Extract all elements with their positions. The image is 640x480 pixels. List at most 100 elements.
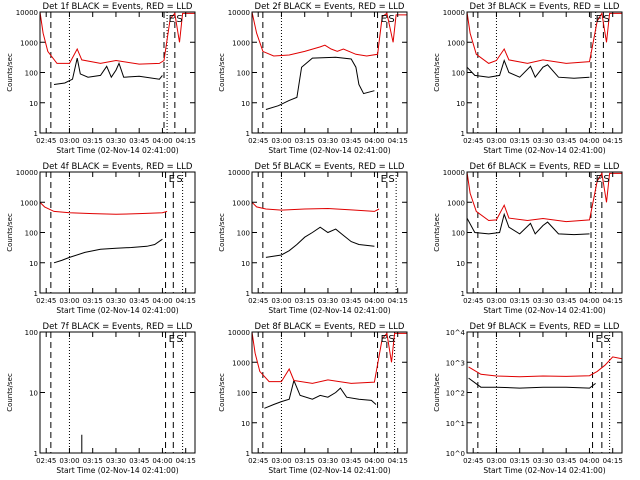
- x-tick-label: 03:45: [341, 297, 361, 305]
- axes-frame: [39, 171, 196, 294]
- marker-label-s: S: [603, 14, 609, 25]
- x-tick-label: 02:45: [248, 457, 268, 465]
- y-tick-label: 10^2: [446, 390, 465, 398]
- x-tick-label: 03:15: [83, 137, 103, 145]
- lld-series-line: [467, 12, 622, 64]
- x-tick-label: 04:15: [176, 457, 196, 465]
- x-tick-label: 02:45: [36, 297, 56, 305]
- x-tick-label: 03:30: [318, 137, 338, 145]
- marker-label-e: E: [381, 14, 387, 25]
- y-tick-label: 1: [34, 290, 38, 298]
- panel-title: Det 1f BLACK = Events, RED = LLD: [43, 2, 193, 12]
- x-tick-label: 04:00: [364, 457, 384, 465]
- x-tick-label: 04:15: [388, 137, 408, 145]
- y-tick-label: 100: [25, 230, 38, 238]
- y-axis-label: Counts/sec: [433, 213, 441, 252]
- x-tick-label: 03:15: [510, 457, 530, 465]
- y-tick-label: 100: [25, 70, 38, 78]
- y-tick-label: 100: [237, 390, 250, 398]
- marker-label-s: S: [176, 334, 182, 345]
- panel-title: Det 2f BLACK = Events, RED = LLD: [255, 2, 405, 12]
- y-tick-label: 100: [237, 70, 250, 78]
- x-tick-label: 03:45: [341, 457, 361, 465]
- panel-title: Det 6f BLACK = Events, RED = LLD: [470, 162, 620, 172]
- y-tick-label: 1000: [20, 199, 38, 207]
- x-tick-label: 03:45: [129, 457, 149, 465]
- x-tick-label: 03:30: [106, 457, 126, 465]
- plot-area: [40, 172, 184, 293]
- y-axis-label: Counts/sec: [6, 53, 14, 92]
- x-axis-label: Start Time (02-Nov-14 02:41:00): [56, 466, 178, 475]
- x-axis-label: Start Time (02-Nov-14 02:41:00): [268, 466, 390, 475]
- x-tick-label: 03:45: [556, 137, 576, 145]
- y-tick-label: 10^0: [446, 450, 465, 458]
- y-tick-label: 10^3: [446, 359, 465, 367]
- y-tick-label: 1: [461, 130, 465, 138]
- x-tick-label: 03:45: [556, 457, 576, 465]
- x-tick-label: 02:45: [36, 137, 56, 145]
- x-tick-label: 04:15: [603, 457, 623, 465]
- y-tick-label: 1: [34, 450, 38, 458]
- x-tick-label: 02:45: [248, 137, 268, 145]
- x-tick-label: 02:45: [463, 297, 483, 305]
- x-tick-label: 04:00: [152, 457, 172, 465]
- x-tick-label: 04:00: [152, 297, 172, 305]
- y-tick-label: 10: [29, 390, 38, 398]
- marker-label-s: S: [388, 174, 394, 185]
- x-tick-label: 03:15: [295, 137, 315, 145]
- panel-title: Det 5f BLACK = Events, RED = LLD: [255, 162, 405, 172]
- marker-label-e: E: [169, 14, 175, 25]
- lld-series-line: [467, 172, 622, 223]
- y-axis-label: Counts/sec: [6, 213, 14, 252]
- x-tick-label: 03:00: [59, 297, 79, 305]
- panel-title: Det 9f BLACK = Events, RED = LLD: [470, 322, 620, 332]
- plot-area: [40, 12, 195, 133]
- y-tick-label: 100: [25, 329, 38, 337]
- marker-label-s: S: [388, 334, 394, 345]
- x-tick-label: 03:00: [486, 457, 506, 465]
- axes-frame: [251, 171, 408, 294]
- y-axis-label: Counts/sec: [218, 373, 226, 412]
- y-tick-label: 10^1: [446, 420, 465, 428]
- y-tick-label: 100: [452, 70, 465, 78]
- plot-area: [468, 332, 622, 453]
- plot-area: [252, 172, 397, 293]
- y-tick-label: 10000: [443, 169, 465, 177]
- x-axis-label: Start Time (02-Nov-14 02:41:00): [56, 306, 178, 315]
- x-tick-label: 04:00: [579, 457, 599, 465]
- x-tick-label: 03:15: [510, 137, 530, 145]
- marker-label-e: E: [596, 174, 602, 185]
- x-tick-label: 03:45: [341, 137, 361, 145]
- marker-label-s: S: [176, 174, 182, 185]
- marker-label-e: E: [381, 174, 387, 185]
- x-axis-label: Start Time (02-Nov-14 02:41:00): [483, 306, 605, 315]
- x-tick-label: 03:30: [318, 457, 338, 465]
- y-tick-label: 10: [241, 420, 250, 428]
- x-tick-label: 04:15: [388, 457, 408, 465]
- y-axis-label: Counts/sec: [433, 373, 441, 412]
- x-tick-label: 03:45: [556, 297, 576, 305]
- y-tick-label: 10000: [16, 169, 38, 177]
- y-axis-label: Counts/sec: [6, 373, 14, 412]
- axes-frame: [251, 11, 408, 134]
- x-tick-label: 03:15: [510, 297, 530, 305]
- x-tick-label: 04:00: [364, 137, 384, 145]
- x-tick-label: 03:30: [106, 137, 126, 145]
- lld-series-line: [468, 356, 622, 378]
- x-axis-label: Start Time (02-Nov-14 02:41:00): [56, 146, 178, 155]
- x-tick-label: 03:45: [129, 137, 149, 145]
- y-tick-label: 1000: [447, 39, 465, 47]
- x-tick-label: 03:00: [486, 297, 506, 305]
- y-axis-label: Counts/sec: [433, 53, 441, 92]
- y-axis-label: Counts/sec: [218, 213, 226, 252]
- x-tick-label: 04:00: [579, 137, 599, 145]
- x-tick-label: 03:30: [533, 297, 553, 305]
- axes-frame: [466, 171, 623, 294]
- y-tick-label: 100: [452, 230, 465, 238]
- x-tick-label: 03:45: [129, 297, 149, 305]
- plot-area: [252, 12, 407, 133]
